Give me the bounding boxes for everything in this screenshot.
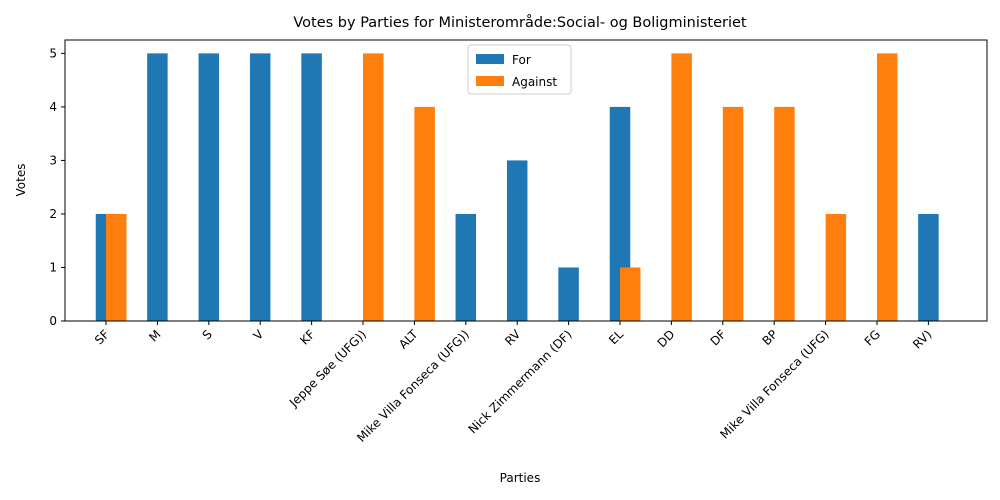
y-tick-label-4: 4 bbox=[49, 100, 57, 114]
x-tick-label-10: EL bbox=[606, 327, 626, 347]
x-tick-label-9: Nick Zimmermann (DF) bbox=[466, 327, 575, 436]
plot-area bbox=[95, 53, 939, 322]
x-tick-label-6: ALT bbox=[396, 327, 421, 352]
x-tick-label-15: FG bbox=[862, 327, 883, 348]
bar-against-0 bbox=[106, 213, 127, 321]
x-tick-label-2: S bbox=[200, 327, 215, 342]
x-tick-label-16: RV) bbox=[910, 327, 934, 351]
bar-for-3 bbox=[249, 53, 271, 321]
y-axis: 0 1 2 3 4 5 bbox=[49, 46, 65, 328]
x-tick-label-1: M bbox=[146, 327, 163, 344]
x-tick-label-7: Mike Villa Fonseca (UFG)) bbox=[354, 327, 472, 445]
y-tick-label-2: 2 bbox=[49, 207, 57, 221]
bar-against-10 bbox=[620, 267, 641, 321]
bar-against-13 bbox=[774, 106, 795, 322]
x-tick-label-12: DF bbox=[708, 327, 729, 348]
chart-title: Votes by Parties for Ministerområde:Soci… bbox=[293, 14, 747, 31]
bar-for-16 bbox=[918, 213, 939, 321]
bar-against-6 bbox=[414, 106, 435, 322]
bar-for-9 bbox=[558, 267, 579, 321]
legend: For Against bbox=[467, 44, 572, 95]
bar-for-1 bbox=[147, 53, 168, 321]
legend-swatch-1 bbox=[476, 76, 504, 86]
bar-against-5 bbox=[363, 53, 384, 321]
y-tick-label-0: 0 bbox=[49, 314, 57, 328]
x-tick-label-8: RV bbox=[502, 327, 524, 349]
y-tick-label-3: 3 bbox=[49, 153, 57, 167]
x-axis-title: Parties bbox=[500, 471, 541, 485]
x-tick-label-14: Mike Villa Fonseca (UFG) bbox=[717, 327, 831, 441]
x-tick-label-13: BP bbox=[759, 327, 780, 348]
legend-label-1: Against bbox=[512, 75, 557, 89]
bar-against-11 bbox=[671, 53, 692, 321]
bar-for-8 bbox=[506, 160, 528, 321]
bar-against-15 bbox=[877, 53, 898, 321]
bar-for-7 bbox=[455, 213, 477, 321]
bar-against-14 bbox=[825, 213, 847, 321]
x-tick-label-0: SF bbox=[92, 327, 112, 347]
x-tick-label-3: V bbox=[251, 327, 267, 343]
y-tick-label-5: 5 bbox=[49, 46, 57, 60]
y-axis-title: Votes bbox=[14, 164, 28, 197]
y-tick-label-1: 1 bbox=[49, 260, 57, 274]
plot-frame bbox=[64, 39, 988, 322]
bar-for-4 bbox=[301, 53, 322, 321]
x-tick-label-11: DD bbox=[655, 327, 678, 350]
legend-label-0: For bbox=[512, 53, 531, 67]
bar-for-2 bbox=[198, 53, 220, 321]
bar-against-12 bbox=[722, 106, 744, 322]
legend-swatch-0 bbox=[476, 54, 504, 64]
x-tick-label-4: KF bbox=[297, 327, 317, 347]
